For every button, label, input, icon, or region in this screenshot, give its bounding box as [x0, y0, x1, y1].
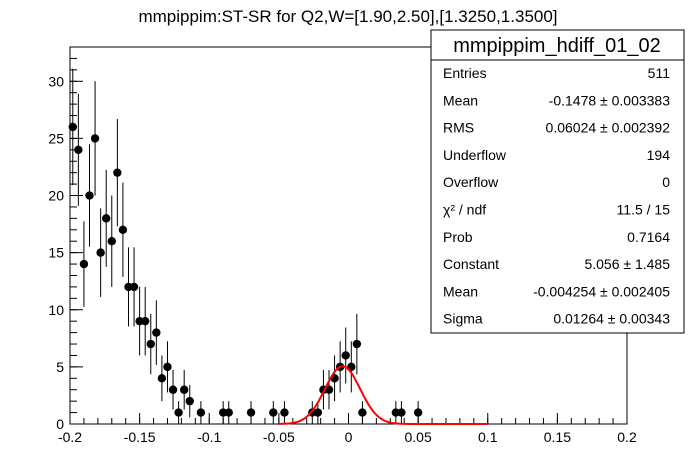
- stats-row-value: 194: [647, 147, 671, 163]
- x-tick-label: -0.05: [263, 429, 295, 445]
- x-tick-label: -0.1: [197, 429, 221, 445]
- stats-row-label: Prob: [443, 229, 473, 245]
- x-tick-label: -0.15: [124, 429, 156, 445]
- x-tick-label: 0.2: [617, 429, 637, 445]
- data-point: [185, 396, 194, 406]
- data-point: [341, 351, 350, 360]
- data-point: [313, 408, 323, 417]
- data-point: [146, 339, 155, 349]
- y-tick-label: 0: [56, 416, 64, 432]
- data-point: [168, 385, 178, 394]
- stats-row-label: Mean: [443, 283, 478, 299]
- stats-box-frame: [430, 29, 685, 334]
- chart-title: mmpippim:ST-SR for Q2,W=[1.90,2.50],[1.3…: [138, 7, 557, 26]
- data-point: [324, 385, 334, 394]
- y-tick-label: 20: [48, 188, 64, 204]
- data-point: [74, 145, 83, 155]
- stats-row-value: 0.7164: [627, 229, 670, 245]
- data-point: [118, 225, 128, 234]
- stats-row-label: Underflow: [443, 147, 507, 163]
- x-tick-label: 0: [345, 429, 353, 445]
- data-point: [196, 408, 206, 417]
- y-tick-label: 15: [48, 245, 64, 261]
- x-axis: -0.2 -0.15 -0.1 -0.05 0 0.05 0.1 0.15 0.2: [58, 413, 637, 445]
- data-point: [68, 122, 77, 132]
- data-point: [179, 385, 189, 394]
- x-tick-label: 0.05: [405, 429, 432, 445]
- y-tick-label: 10: [48, 302, 64, 318]
- data-point: [96, 248, 105, 257]
- data-point: [413, 408, 423, 417]
- data-point: [269, 408, 278, 417]
- stats-row-value: 0: [662, 174, 670, 190]
- stats-row-label: Overflow: [443, 174, 499, 190]
- stats-row-label: Sigma: [443, 311, 483, 327]
- stats-box: mmpippim_hdiff_01_02 Entries 511 Mean -0.14…: [430, 29, 685, 334]
- data-points: [68, 122, 423, 417]
- stats-row-value: 5.056 ± 1.485: [584, 256, 670, 272]
- data-point: [79, 259, 89, 269]
- y-tick-label: 25: [48, 130, 64, 146]
- gaussian-fit-curve: [278, 365, 488, 425]
- data-point: [280, 408, 289, 417]
- y-tick-label: 30: [48, 73, 64, 89]
- data-point: [224, 408, 233, 417]
- x-tick-label: 0.15: [544, 429, 571, 445]
- data-point: [157, 374, 167, 383]
- stats-row-value: 0.06024 ± 0.002392: [546, 120, 671, 136]
- stats-row-value: 0.01264 ± 0.00343: [553, 311, 670, 327]
- x-tick-label: 0.1: [478, 429, 498, 445]
- data-point: [90, 134, 100, 143]
- stats-row-label: RMS: [443, 120, 474, 136]
- y-axis: 0 5 10 15 20 25 30: [48, 46, 83, 432]
- stats-box-title: mmpippim_hdiff_01_02: [453, 35, 661, 57]
- data-point: [397, 408, 406, 417]
- error-bars: [69, 68, 422, 424]
- data-point: [163, 362, 172, 372]
- stats-row-label: Mean: [443, 92, 478, 108]
- stats-row-value: 11.5 / 15: [617, 202, 671, 218]
- data-point: [246, 408, 256, 417]
- data-point: [140, 316, 150, 326]
- stats-row-value: 511: [648, 65, 671, 81]
- data-point: [129, 282, 139, 292]
- stats-row-label: χ² / ndf: [443, 202, 486, 218]
- data-point: [358, 408, 367, 417]
- data-point: [85, 191, 94, 200]
- data-point: [152, 328, 161, 337]
- stats-row-value: -0.1478 ± 0.003383: [549, 92, 671, 108]
- stats-row-label: Constant: [443, 256, 499, 272]
- stats-row-value: -0.004254 ± 0.002405: [533, 283, 670, 299]
- data-point: [102, 214, 111, 223]
- stats-row-label: Entries: [443, 65, 487, 81]
- y-tick-label: 5: [56, 359, 64, 375]
- data-point: [107, 237, 116, 246]
- data-point: [113, 168, 122, 177]
- stats-rows: Entries 511 Mean -0.1478 ± 0.003383 RMS 0.060…: [443, 65, 670, 327]
- data-point: [174, 408, 183, 417]
- x-tick-label: -0.2: [58, 429, 82, 445]
- data-point: [352, 339, 362, 349]
